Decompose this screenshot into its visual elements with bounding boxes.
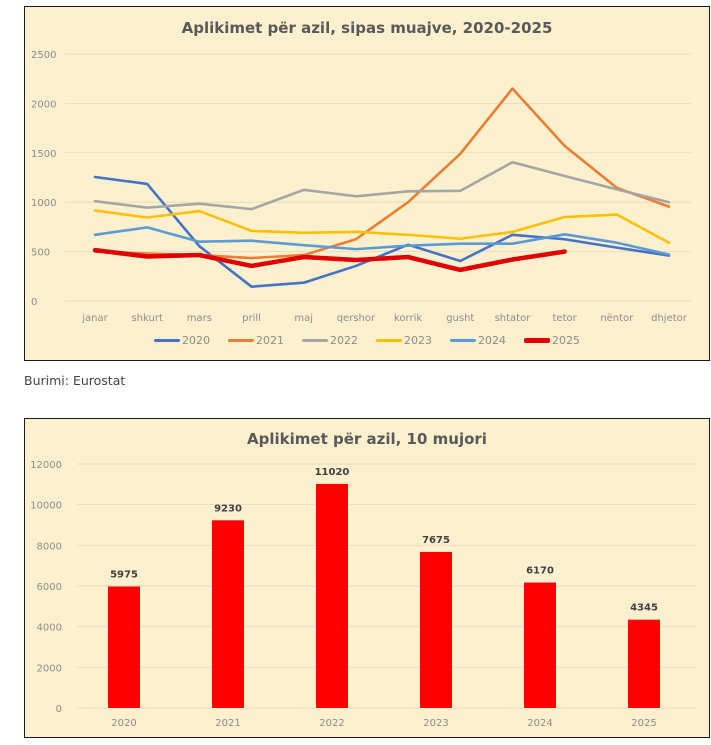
x-tick-label: korrik: [394, 313, 422, 324]
legend-item-2021: 2021: [228, 334, 284, 347]
legend-item-2024: 2024: [450, 334, 506, 347]
x-tick-label: 2025: [631, 718, 656, 729]
data-label: 5975: [110, 570, 138, 581]
x-tick-label: shtator: [495, 313, 532, 324]
legend-swatch: [302, 339, 328, 342]
y-tick-label: 2000: [31, 99, 56, 110]
bar-2022: [316, 483, 348, 708]
line-chart-legend: 2020 2021 2022 2023 2024 2025: [25, 334, 709, 347]
y-tick-label: 8000: [37, 541, 62, 552]
bar-2024: [524, 582, 556, 708]
bar-chart-plot: 0 2000 4000 6000 8000 10000 12000 5975 2020 9230 2…: [30, 460, 697, 729]
legend-swatch: [376, 339, 402, 342]
x-tick-label: mars: [187, 313, 212, 324]
legend-label: 2021: [256, 334, 284, 347]
legend-label: 2025: [552, 334, 580, 347]
legend-swatch: [524, 338, 550, 343]
x-tick-label: 2022: [319, 718, 344, 729]
line-chart-title: Aplikimet për azil, sipas muajve, 2020-2…: [181, 19, 553, 37]
x-tick-label: 2024: [527, 718, 552, 729]
x-tick-label: dhjetor: [651, 313, 688, 324]
bar-2025: [628, 619, 660, 708]
y-tick-label: 1000: [31, 198, 56, 209]
x-tick-label: 2021: [215, 718, 240, 729]
y-tick-label: 1500: [31, 149, 56, 160]
x-tick-label: gusht: [446, 313, 474, 324]
line-chart: Aplikimet për azil, sipas muajve, 2020-2…: [24, 6, 710, 361]
legend-item-2020: 2020: [154, 334, 210, 347]
bar-2020: [108, 586, 140, 708]
x-tick-label: shkurt: [131, 313, 162, 324]
data-label: 11020: [315, 467, 350, 478]
source-note: Burimi: Eurostat: [24, 373, 126, 388]
legend-swatch: [450, 339, 476, 342]
data-label: 6170: [526, 566, 554, 577]
y-tick-label: 4000: [37, 623, 62, 634]
legend-label: 2020: [182, 334, 210, 347]
x-tick-label: tetor: [553, 313, 578, 324]
x-tick-label: 2020: [111, 718, 136, 729]
y-tick-label: 6000: [37, 582, 62, 593]
legend-label: 2022: [330, 334, 358, 347]
legend-item-2025: 2025: [524, 334, 580, 347]
y-tick-label: 0: [56, 704, 62, 715]
y-tick-label: 2500: [31, 50, 56, 61]
x-tick-label: qershor: [337, 313, 376, 324]
x-tick-label: janar: [81, 313, 108, 324]
bar-chart: Aplikimet për azil, 10 mujori 0 2000 4000 6…: [24, 418, 710, 738]
x-tick-label: nëntor: [600, 313, 634, 324]
y-tick-label: 12000: [30, 460, 62, 471]
legend-label: 2023: [404, 334, 432, 347]
series-line-2023: [93, 209, 671, 245]
y-tick-label: 500: [31, 248, 50, 259]
legend-label: 2024: [478, 334, 506, 347]
legend-swatch: [228, 339, 254, 342]
data-label: 4345: [630, 603, 658, 614]
series-line-2022: [93, 160, 671, 211]
legend-item-2023: 2023: [376, 334, 432, 347]
x-tick-label: maj: [294, 313, 313, 324]
series-line-2025: [92, 247, 567, 273]
y-tick-label: 0: [31, 297, 37, 308]
x-tick-label: 2023: [423, 718, 448, 729]
bar-2023: [420, 551, 452, 708]
data-label: 9230: [214, 503, 242, 514]
y-tick-label: 10000: [30, 501, 62, 512]
bar-chart-title: Aplikimet për azil, 10 mujori: [247, 430, 487, 448]
y-tick-label: 2000: [37, 663, 62, 674]
data-label: 7675: [422, 535, 450, 546]
bar-2021: [212, 520, 244, 708]
line-chart-plot: 0 500 1000 1500 2000 2500 janar shkurt mars prill…: [31, 50, 691, 324]
series-line-2020: [93, 175, 671, 288]
series-line-2024: [93, 226, 671, 256]
legend-item-2022: 2022: [302, 334, 358, 347]
x-tick-label: prill: [242, 313, 261, 324]
legend-swatch: [154, 339, 180, 342]
